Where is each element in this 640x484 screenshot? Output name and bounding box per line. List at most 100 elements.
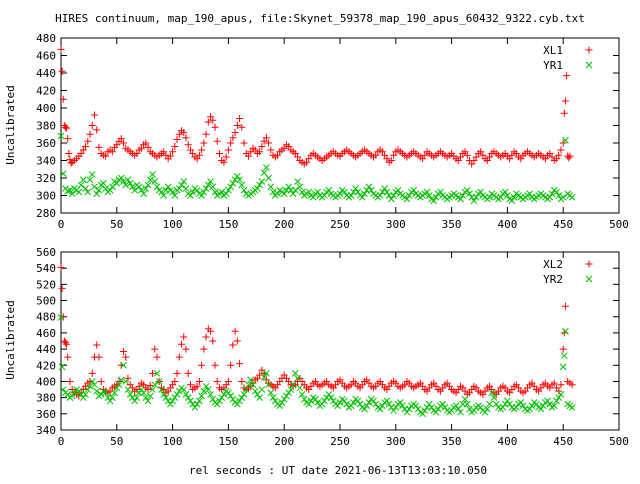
series-XL1 <box>57 45 574 168</box>
data-point <box>457 195 464 203</box>
x-tick-label: 500 <box>609 435 629 448</box>
data-point <box>187 397 194 405</box>
data-point <box>68 190 76 198</box>
data-point <box>79 394 87 401</box>
data-point <box>124 176 132 184</box>
data-point <box>171 192 179 199</box>
data-point <box>296 183 304 191</box>
data-point <box>254 185 261 192</box>
y-tick-label: 560 <box>36 246 56 259</box>
data-point <box>167 400 174 408</box>
data-point <box>459 192 467 199</box>
data-point <box>66 377 74 385</box>
data-point <box>198 192 205 199</box>
x-tick-label: 400 <box>497 435 517 448</box>
data-point <box>93 387 101 395</box>
data-point <box>198 146 206 154</box>
data-point <box>115 381 123 389</box>
data-point <box>222 153 230 161</box>
data-point <box>466 190 473 198</box>
data-point <box>560 352 568 359</box>
data-point <box>213 137 221 145</box>
data-point <box>180 129 188 136</box>
data-point <box>229 134 237 142</box>
data-point <box>144 386 152 394</box>
y-tick-label: 460 <box>36 327 56 340</box>
data-point <box>242 386 250 393</box>
data-point <box>180 386 188 393</box>
data-point <box>269 188 277 196</box>
data-point <box>106 397 114 405</box>
data-point <box>193 186 201 194</box>
data-point <box>262 164 270 171</box>
data-point <box>563 72 571 80</box>
data-point <box>412 402 420 410</box>
data-point <box>117 376 125 384</box>
data-point <box>510 193 518 201</box>
data-point <box>463 400 471 408</box>
data-point <box>64 187 72 195</box>
data-point <box>546 400 554 408</box>
data-point <box>483 405 491 413</box>
data-point <box>97 377 105 385</box>
data-point <box>146 176 154 184</box>
data-point <box>385 400 393 408</box>
data-point <box>224 377 232 385</box>
data-point <box>477 188 484 196</box>
data-point <box>562 327 569 335</box>
data-point <box>204 118 212 126</box>
data-point <box>140 190 147 198</box>
data-point <box>267 389 275 397</box>
data-point <box>233 400 241 408</box>
data-point <box>559 363 567 371</box>
data-point <box>421 407 429 414</box>
data-point <box>238 394 246 401</box>
data-point <box>312 395 319 403</box>
data-point <box>321 192 328 199</box>
data-point <box>202 185 210 192</box>
data-point <box>466 405 473 413</box>
data-point <box>153 370 161 377</box>
data-point <box>191 403 199 411</box>
data-point <box>289 190 297 198</box>
x-tick-label: 450 <box>553 435 573 448</box>
data-point <box>184 394 192 401</box>
chart-title: HIRES continuum, map_190_apus, file:Skyn… <box>55 12 585 25</box>
data-point <box>108 394 116 401</box>
data-point <box>410 186 418 194</box>
data-point <box>111 389 118 397</box>
data-point <box>146 392 154 400</box>
data-point <box>258 178 266 185</box>
legend-label: XL1 <box>543 44 563 57</box>
x-tick-label: 500 <box>609 218 629 231</box>
data-point <box>289 381 297 389</box>
data-point <box>343 400 351 408</box>
data-point <box>220 158 228 166</box>
data-point <box>260 169 268 177</box>
y-tick-label: 420 <box>36 85 56 98</box>
data-point <box>287 386 295 393</box>
data-point <box>321 397 328 405</box>
data-point <box>198 392 205 400</box>
data-point <box>86 130 94 138</box>
data-point <box>231 327 239 335</box>
data-point <box>108 183 116 191</box>
data-point <box>267 183 275 191</box>
data-point <box>189 188 197 196</box>
x-tick-label: 100 <box>163 218 183 231</box>
data-point <box>508 197 516 205</box>
data-point <box>336 399 344 406</box>
data-point <box>184 369 192 377</box>
data-point <box>562 137 569 144</box>
data-point <box>215 150 223 157</box>
data-point <box>153 353 161 361</box>
data-point <box>352 185 359 192</box>
data-point <box>354 397 362 405</box>
data-point <box>180 333 188 341</box>
data-point <box>63 124 71 132</box>
data-point <box>555 192 563 199</box>
data-point <box>526 405 534 413</box>
data-point <box>285 183 293 191</box>
data-point <box>341 188 348 196</box>
data-point <box>280 395 288 403</box>
